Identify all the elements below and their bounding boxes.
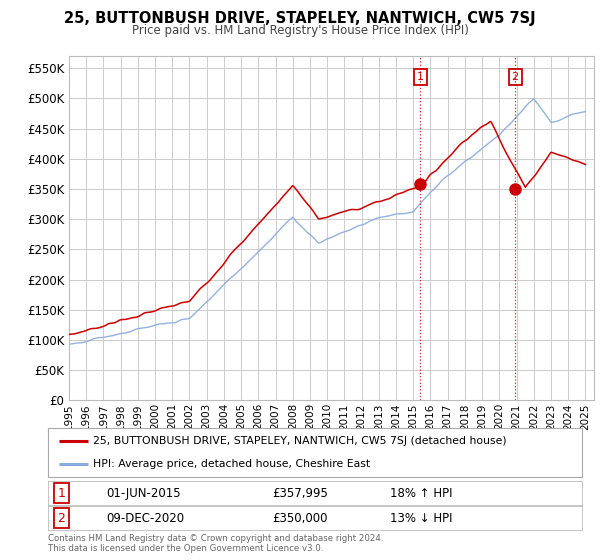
Text: HPI: Average price, detached house, Cheshire East: HPI: Average price, detached house, Ches… [94, 459, 371, 469]
Text: 1: 1 [58, 487, 65, 500]
Text: 18% ↑ HPI: 18% ↑ HPI [390, 487, 452, 500]
Text: 1: 1 [417, 72, 424, 82]
Text: 25, BUTTONBUSH DRIVE, STAPELEY, NANTWICH, CW5 7SJ: 25, BUTTONBUSH DRIVE, STAPELEY, NANTWICH… [64, 11, 536, 26]
Text: £357,995: £357,995 [272, 487, 328, 500]
Text: 13% ↓ HPI: 13% ↓ HPI [390, 512, 452, 525]
Text: 09-DEC-2020: 09-DEC-2020 [107, 512, 185, 525]
Text: 01-JUN-2015: 01-JUN-2015 [107, 487, 181, 500]
Text: Price paid vs. HM Land Registry's House Price Index (HPI): Price paid vs. HM Land Registry's House … [131, 24, 469, 36]
Text: 2: 2 [58, 512, 65, 525]
Text: Contains HM Land Registry data © Crown copyright and database right 2024.
This d: Contains HM Land Registry data © Crown c… [48, 534, 383, 553]
Text: 25, BUTTONBUSH DRIVE, STAPELEY, NANTWICH, CW5 7SJ (detached house): 25, BUTTONBUSH DRIVE, STAPELEY, NANTWICH… [94, 436, 507, 446]
Text: 2: 2 [512, 72, 519, 82]
Text: £350,000: £350,000 [272, 512, 328, 525]
